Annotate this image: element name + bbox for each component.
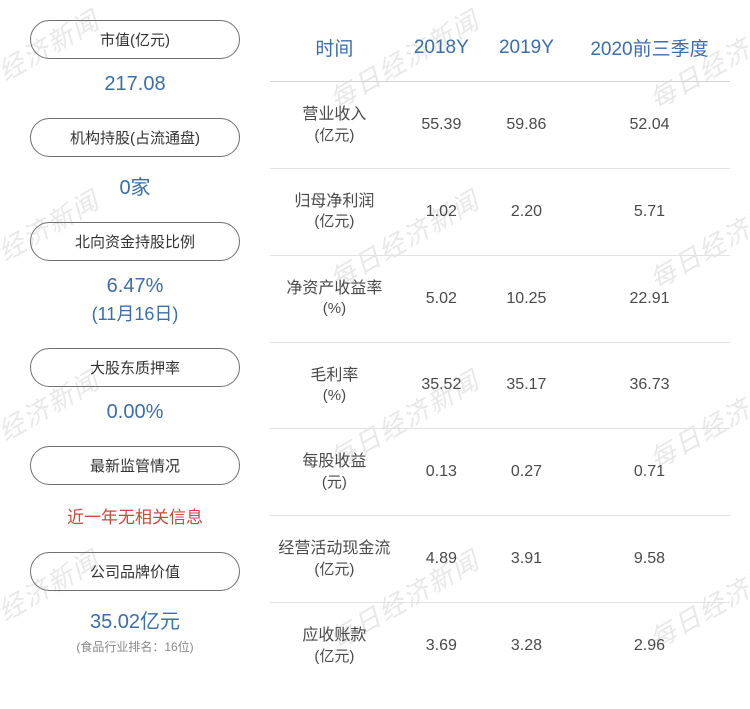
metric-unit: (元)	[278, 473, 391, 493]
col-2020q3: 2020前三季度	[569, 20, 730, 82]
metric-name: 营业收入(亿元)	[270, 82, 399, 169]
metric-value: 59.86	[484, 82, 569, 169]
metric-name: 每股收益(元)	[270, 429, 399, 516]
col-2018: 2018Y	[399, 20, 484, 82]
table-row: 营业收入(亿元)55.3959.8652.04	[270, 82, 730, 169]
table-row: 应收账款(亿元)3.693.282.96	[270, 603, 730, 689]
summary-pill: 市值(亿元)	[30, 20, 240, 59]
metric-value: 5.71	[569, 168, 730, 255]
metric-value: 0.71	[569, 429, 730, 516]
metric-value: 3.69	[399, 603, 484, 689]
table-row: 毛利率(%)35.5235.1736.73	[270, 342, 730, 429]
summary-pill: 公司品牌价值	[30, 552, 240, 591]
metric-value: 10.25	[484, 255, 569, 342]
metric-value: 3.28	[484, 603, 569, 689]
summary-value: 0.00%	[30, 401, 240, 424]
financial-table: 时间 2018Y 2019Y 2020前三季度 营业收入(亿元)55.3959.…	[270, 20, 730, 689]
summary-value: 近一年无相关信息	[30, 503, 240, 528]
table-row: 归母净利润(亿元)1.022.205.71	[270, 168, 730, 255]
metric-value: 0.13	[399, 429, 484, 516]
table-row: 经营活动现金流(亿元)4.893.919.58	[270, 516, 730, 603]
summary-value: 217.08	[30, 73, 240, 96]
metric-unit: (亿元)	[278, 647, 391, 667]
metric-value: 1.02	[399, 168, 484, 255]
metric-value: 22.91	[569, 255, 730, 342]
metric-value: 55.39	[399, 82, 484, 169]
summary-pill: 机构持股(占流通盘)	[30, 118, 240, 157]
summary-value: 6.47%(11月16日)	[30, 275, 240, 326]
metric-value: 52.04	[569, 82, 730, 169]
metric-name: 归母净利润(亿元)	[270, 168, 399, 255]
summary-pill: 最新监管情况	[30, 446, 240, 485]
metric-unit: (%)	[278, 299, 391, 319]
summary-pill: 大股东质押率	[30, 348, 240, 387]
summary-sidebar: 市值(亿元) 217.08 机构持股(占流通盘) 0家北向资金持股比例 6.47%(11…	[30, 20, 260, 689]
summary-sub: (11月16日)	[30, 300, 240, 326]
metric-unit: (%)	[278, 386, 391, 406]
table-row: 净资产收益率(%)5.0210.2522.91	[270, 255, 730, 342]
metric-value: 5.02	[399, 255, 484, 342]
metric-unit: (亿元)	[278, 126, 391, 146]
metric-value: 3.91	[484, 516, 569, 603]
metric-value: 35.52	[399, 342, 484, 429]
metric-name: 毛利率(%)	[270, 342, 399, 429]
metric-name: 应收账款(亿元)	[270, 603, 399, 689]
financial-table-wrap: 时间 2018Y 2019Y 2020前三季度 营业收入(亿元)55.3959.…	[260, 20, 730, 689]
metric-name: 净资产收益率(%)	[270, 255, 399, 342]
metric-unit: (亿元)	[278, 212, 391, 232]
col-2019: 2019Y	[484, 20, 569, 82]
summary-value: 0家	[30, 171, 240, 200]
metric-value: 36.73	[569, 342, 730, 429]
table-row: 每股收益(元)0.130.270.71	[270, 429, 730, 516]
col-metric: 时间	[270, 20, 399, 82]
summary-pill: 北向资金持股比例	[30, 222, 240, 261]
metric-unit: (亿元)	[278, 560, 391, 580]
metric-value: 4.89	[399, 516, 484, 603]
metric-value: 2.20	[484, 168, 569, 255]
metric-value: 35.17	[484, 342, 569, 429]
metric-name: 经营活动现金流(亿元)	[270, 516, 399, 603]
summary-value: 35.02亿元(食品行业排名：16位)	[30, 605, 240, 655]
summary-note: (食品行业排名：16位)	[30, 638, 240, 655]
metric-value: 9.58	[569, 516, 730, 603]
table-header-row: 时间 2018Y 2019Y 2020前三季度	[270, 20, 730, 82]
metric-value: 0.27	[484, 429, 569, 516]
metric-value: 2.96	[569, 603, 730, 689]
